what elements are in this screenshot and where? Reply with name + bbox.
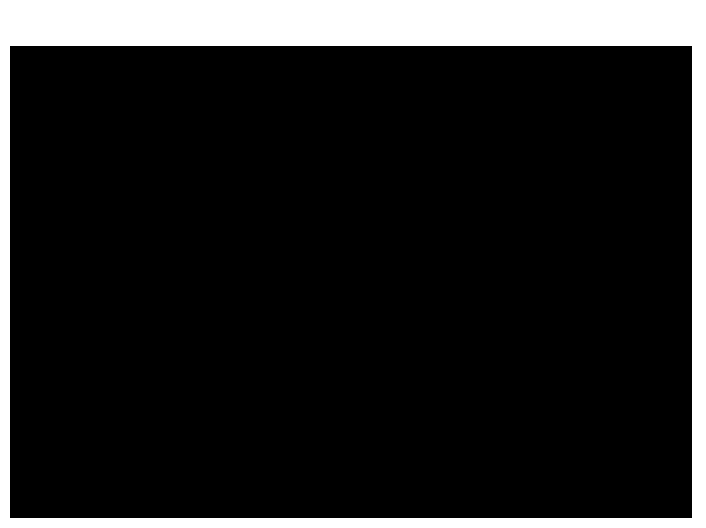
word-cloud-svg: [10, 46, 692, 518]
word-cloud-canvas: [10, 46, 692, 518]
